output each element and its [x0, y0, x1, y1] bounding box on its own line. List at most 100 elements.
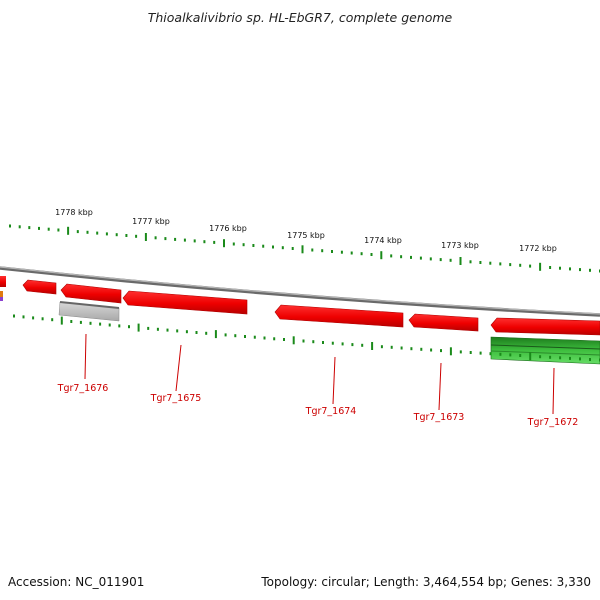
outer-minor-tick [589, 268, 591, 272]
inner-minor-tick [156, 327, 159, 331]
outer-minor-tick [340, 250, 343, 254]
topology-text: Topology: circular; Length: 3,464,554 bp… [260, 575, 591, 589]
inner-minor-tick [244, 335, 246, 338]
gene-arrow-tgr7-1675[interactable] [122, 290, 248, 315]
outer-minor-tick [350, 251, 353, 255]
leader-tgr7-1672 [552, 367, 555, 415]
inner-major-tick [60, 316, 63, 325]
outer-minor-tick [321, 249, 324, 253]
gene-arrow-tgr7-1673[interactable] [408, 313, 479, 332]
inner-minor-tick [489, 352, 492, 356]
green-feature-stripe [490, 344, 600, 350]
inner-minor-tick [118, 324, 121, 328]
inner-minor-tick [176, 329, 179, 333]
outer-major-tick [223, 239, 225, 248]
inner-minor-tick [569, 356, 571, 360]
inner-minor-tick [283, 338, 285, 341]
inner-minor-tick [51, 318, 54, 322]
scale-ticks-inner [13, 314, 600, 362]
outer-minor-tick [105, 232, 108, 236]
gene-arrow-tgr7-1672[interactable] [490, 317, 600, 336]
inner-minor-tick [380, 345, 383, 349]
inner-minor-tick [185, 330, 188, 334]
outer-minor-tick [449, 258, 452, 262]
outer-minor-tick [9, 224, 11, 228]
outer-minor-tick [400, 255, 403, 259]
inner-minor-tick [341, 342, 344, 346]
outer-minor-tick [489, 261, 492, 265]
outer-major-tick [539, 262, 542, 271]
inner-minor-tick [390, 345, 393, 349]
gene-arrow-tgr7-1674[interactable] [274, 304, 404, 328]
inner-minor-tick [89, 321, 92, 325]
inner-minor-tick [79, 320, 82, 324]
inner-minor-tick [479, 351, 482, 355]
outer-minor-tick [135, 234, 138, 238]
inner-minor-tick [322, 341, 324, 344]
gene-label-tgr7-1676[interactable]: Tgr7_1676 [57, 383, 109, 394]
scale-label-1774: 1774 kbp [364, 236, 402, 245]
outer-major-tick [380, 251, 383, 260]
outer-minor-tick [76, 230, 79, 234]
inner-minor-tick [579, 357, 581, 361]
inner-minor-tick [99, 322, 102, 326]
scale-label-1776: 1776 kbp [209, 224, 247, 233]
outer-minor-tick [203, 240, 206, 244]
scale-ticks-outer [9, 224, 600, 273]
inner-minor-tick [499, 352, 502, 356]
outer-minor-tick [183, 238, 186, 242]
inner-minor-tick [539, 355, 542, 359]
outer-minor-tick [439, 258, 442, 262]
gene-label-tgr7-1673[interactable]: Tgr7_1673 [413, 412, 465, 423]
inner-major-tick [292, 336, 295, 345]
outer-minor-tick [18, 225, 21, 229]
scale-label-1773: 1773 kbp [441, 241, 479, 250]
outer-major-tick [67, 226, 70, 235]
green-feature-stripe-2 [490, 350, 600, 356]
outer-minor-tick [311, 248, 314, 252]
genome-backbone-highlight [0, 266, 600, 315]
leader-tgr7-1675 [175, 344, 182, 392]
scale-label-1777: 1777 kbp [132, 217, 170, 226]
outer-minor-tick [429, 257, 432, 261]
inner-minor-tick [559, 356, 562, 360]
inner-minor-tick [263, 336, 266, 340]
inner-minor-tick [41, 317, 44, 321]
inner-major-tick [137, 323, 140, 332]
inner-major-tick [449, 347, 452, 356]
gene-arrow-small [22, 279, 57, 295]
outer-minor-tick [96, 231, 99, 235]
inner-minor-tick [253, 335, 256, 339]
gene-label-tgr7-1674[interactable]: Tgr7_1674 [305, 406, 357, 417]
outer-minor-tick [57, 228, 60, 232]
inner-minor-tick [519, 354, 522, 357]
outer-minor-tick [86, 230, 89, 234]
outer-minor-tick [390, 254, 393, 258]
inner-major-tick [214, 330, 217, 339]
outer-minor-tick [154, 236, 157, 240]
inner-minor-tick [589, 358, 591, 361]
gene-label-tgr7-1672[interactable]: Tgr7_1672 [527, 417, 579, 428]
inner-minor-tick [108, 323, 111, 327]
outer-minor-tick [479, 261, 482, 264]
gene-label-tgr7-1675[interactable]: Tgr7_1675 [150, 393, 202, 404]
scale-label-1772: 1772 kbp [519, 244, 557, 253]
gene-arrow-tgr7-1676[interactable] [60, 283, 122, 304]
inner-minor-tick [13, 314, 15, 318]
outer-minor-tick [242, 243, 245, 247]
inner-minor-tick [549, 355, 552, 359]
inner-minor-tick [440, 349, 442, 353]
outer-minor-tick [499, 262, 502, 266]
outer-minor-tick [125, 234, 128, 237]
inner-minor-tick [302, 339, 305, 343]
outer-minor-tick [559, 266, 561, 270]
inner-minor-tick [234, 334, 237, 338]
outer-minor-tick [232, 242, 235, 246]
outer-minor-tick [291, 247, 294, 250]
inner-minor-tick [361, 343, 364, 347]
outer-minor-tick [281, 246, 284, 250]
outer-major-tick [144, 233, 147, 241]
inner-minor-tick [224, 333, 227, 337]
left-edge-gene [0, 276, 6, 287]
